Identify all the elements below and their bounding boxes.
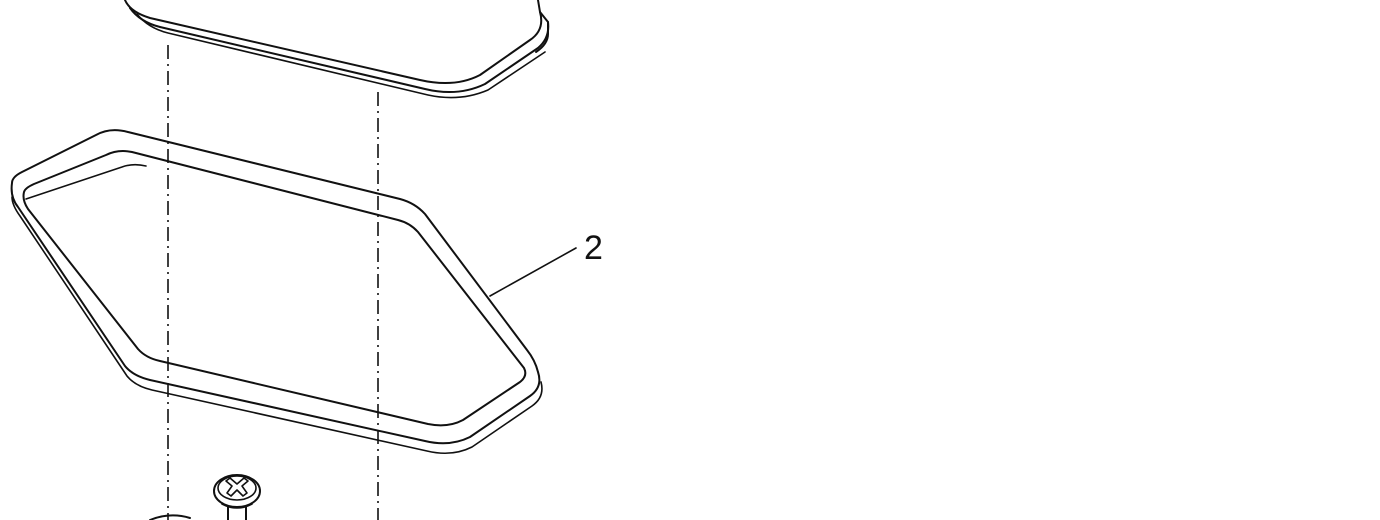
lower-part-edge: [149, 514, 191, 520]
phillips-screw: [213, 474, 261, 520]
upper-cover: [124, 0, 550, 99]
callout-number-2: 2: [584, 229, 603, 267]
gasket-ring: [10, 129, 543, 455]
callout-leader-line: [489, 247, 577, 297]
alignment-centerlines: [167, 45, 379, 520]
